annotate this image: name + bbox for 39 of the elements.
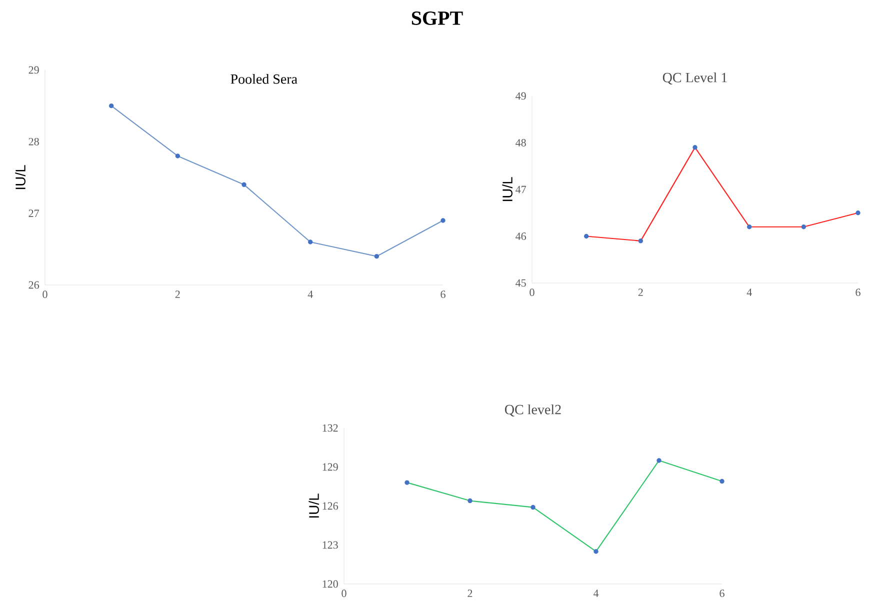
x-tick-label: 6 <box>440 290 446 298</box>
text: SGPT <box>412 12 463 25</box>
x-tick-label: 2 <box>175 290 180 298</box>
x-tick-label: 4 <box>308 290 313 298</box>
x-tick-label: 4 <box>746 288 752 296</box>
point <box>242 182 246 188</box>
x-tick-label: 4 <box>593 590 599 597</box>
point <box>108 103 114 108</box>
y-axis-title: IU/L <box>502 177 512 202</box>
x-tick-label: 0 <box>342 590 346 598</box>
y-axis-title: IU/L <box>15 165 26 190</box>
y-tick-label: 48 <box>516 139 526 146</box>
chart-title: Pooled Sera <box>230 74 298 84</box>
y-tick-label: 123 <box>322 541 338 549</box>
point <box>175 154 180 158</box>
x-tick-label: 2 <box>638 288 643 296</box>
chart-title: QC Level 1 <box>662 72 727 84</box>
point <box>308 240 313 244</box>
y-tick-label: 27 <box>28 210 40 217</box>
y-tick-label: 47 <box>516 186 526 194</box>
y-tick-label: 26 <box>28 281 40 289</box>
x-tick-label: 6 <box>720 590 724 598</box>
y-axis-title: IU/L <box>308 494 319 518</box>
y-tick-label: 129 <box>322 463 338 471</box>
y-tick-label: 45 <box>516 279 526 287</box>
point <box>374 254 380 259</box>
y-tick-label: 126 <box>322 502 338 510</box>
y-tick-label: 49 <box>516 92 526 100</box>
y-tick-label: 29 <box>28 66 39 74</box>
x-tick-label: 2 <box>468 590 472 597</box>
y-tick-label: 28 <box>28 138 39 146</box>
y-tick-label: 46 <box>516 232 526 240</box>
x-tick-label: 0 <box>42 290 48 298</box>
y-tick-label: 132 <box>322 424 338 432</box>
x-tick-label: 0 <box>530 288 534 296</box>
chart-title: QC level2 <box>505 404 561 416</box>
x-tick-label: 6 <box>856 288 860 296</box>
point <box>440 218 446 223</box>
y-tick-label: 120 <box>322 580 338 588</box>
